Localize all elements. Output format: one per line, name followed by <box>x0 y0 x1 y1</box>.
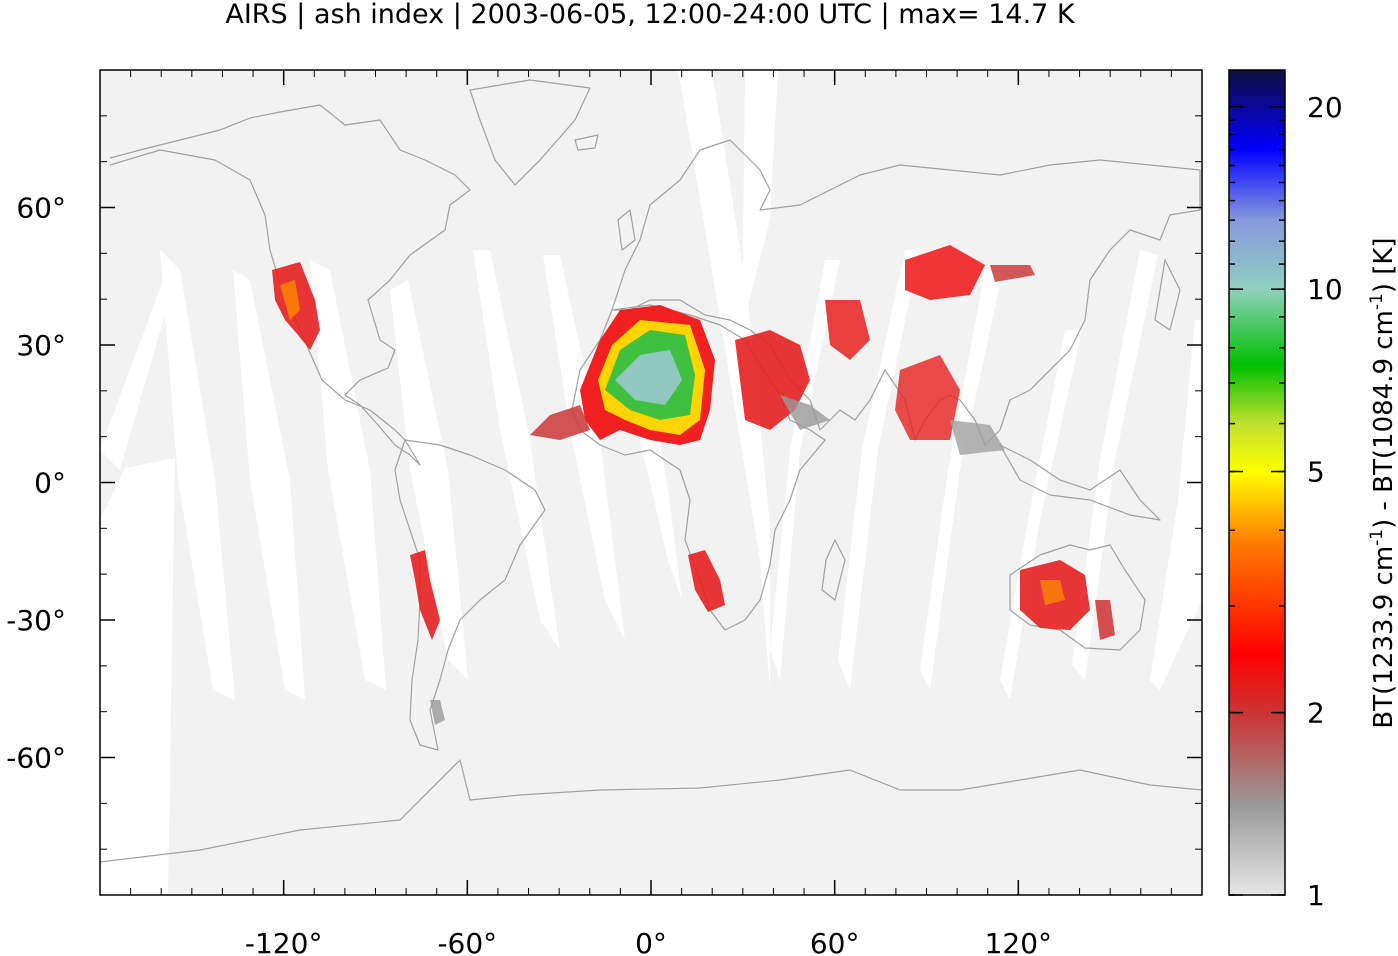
orbit-gap <box>390 280 468 680</box>
x-tick-label: 60° <box>810 927 860 956</box>
orbit-gap <box>473 250 560 650</box>
orbit-gap <box>310 260 386 690</box>
y-tick-label: -60° <box>6 742 66 775</box>
orbit-gap <box>920 270 1002 690</box>
orbit-gap <box>543 255 625 640</box>
orbit-gap <box>100 275 172 470</box>
x-tick-label: -120° <box>245 927 323 956</box>
colorbar-tick-label: 1 <box>1307 879 1325 912</box>
y-tick-labels: 60° 30° 0° -30° -60° <box>6 192 66 775</box>
ash-signal <box>272 245 1115 725</box>
orbit-gap <box>233 270 305 700</box>
signal-southern-africa <box>688 550 725 612</box>
signal-tibet <box>905 245 985 300</box>
coast-madagascar <box>821 539 846 601</box>
y-tick-label: 60° <box>16 192 66 225</box>
orbit-gap <box>742 70 778 330</box>
major-ticks <box>100 70 1202 895</box>
colorbar-tick-label: 20 <box>1307 91 1343 124</box>
orbit-gap <box>1072 250 1158 680</box>
orbit-gap <box>1150 320 1202 690</box>
coast-europe-asia <box>611 139 1201 446</box>
signal-south-asia <box>895 355 960 440</box>
coast-japan <box>1154 259 1181 331</box>
orbit-gap <box>160 250 235 700</box>
coast-greenland <box>469 79 591 186</box>
x-tick-labels: -120° -60° 0° 60° 120° <box>245 927 1052 956</box>
colorbar-label: BT(1233.9 cm-1) - BT(1084.9 cm-1) [K] <box>1367 237 1398 728</box>
orbit-gaps <box>100 70 1202 895</box>
coast-antarctica <box>100 759 1202 863</box>
orbit-gap <box>838 250 920 690</box>
x-tick-label: 0° <box>635 927 667 956</box>
x-tick-label: 120° <box>985 927 1052 956</box>
orbit-gap <box>100 458 175 895</box>
colorbar-tick-label: 5 <box>1307 456 1325 489</box>
coast-iceland <box>574 134 599 151</box>
colorbar-ticks <box>1229 106 1285 896</box>
signal-india <box>825 300 870 360</box>
map-title: AIRS | ash index | 2003-06-05, 12:00-24:… <box>225 0 1075 30</box>
x-tick-label: -60° <box>437 927 497 956</box>
colorbar-tick-labels: 1 2 5 10 20 <box>1307 91 1343 912</box>
coast-indonesia <box>999 444 1161 521</box>
colorbar-tick-label: 2 <box>1307 697 1325 730</box>
y-tick-label: 0° <box>34 467 66 500</box>
y-tick-label: -30° <box>6 604 66 637</box>
coast-australia <box>1009 544 1146 651</box>
colorbar <box>1228 69 1286 896</box>
coast-uk <box>617 209 636 251</box>
orbit-gap <box>770 260 840 680</box>
y-tick-label: 30° <box>16 329 66 362</box>
colorbar-tick-label: 10 <box>1307 273 1343 306</box>
signal-south-america <box>410 550 440 640</box>
